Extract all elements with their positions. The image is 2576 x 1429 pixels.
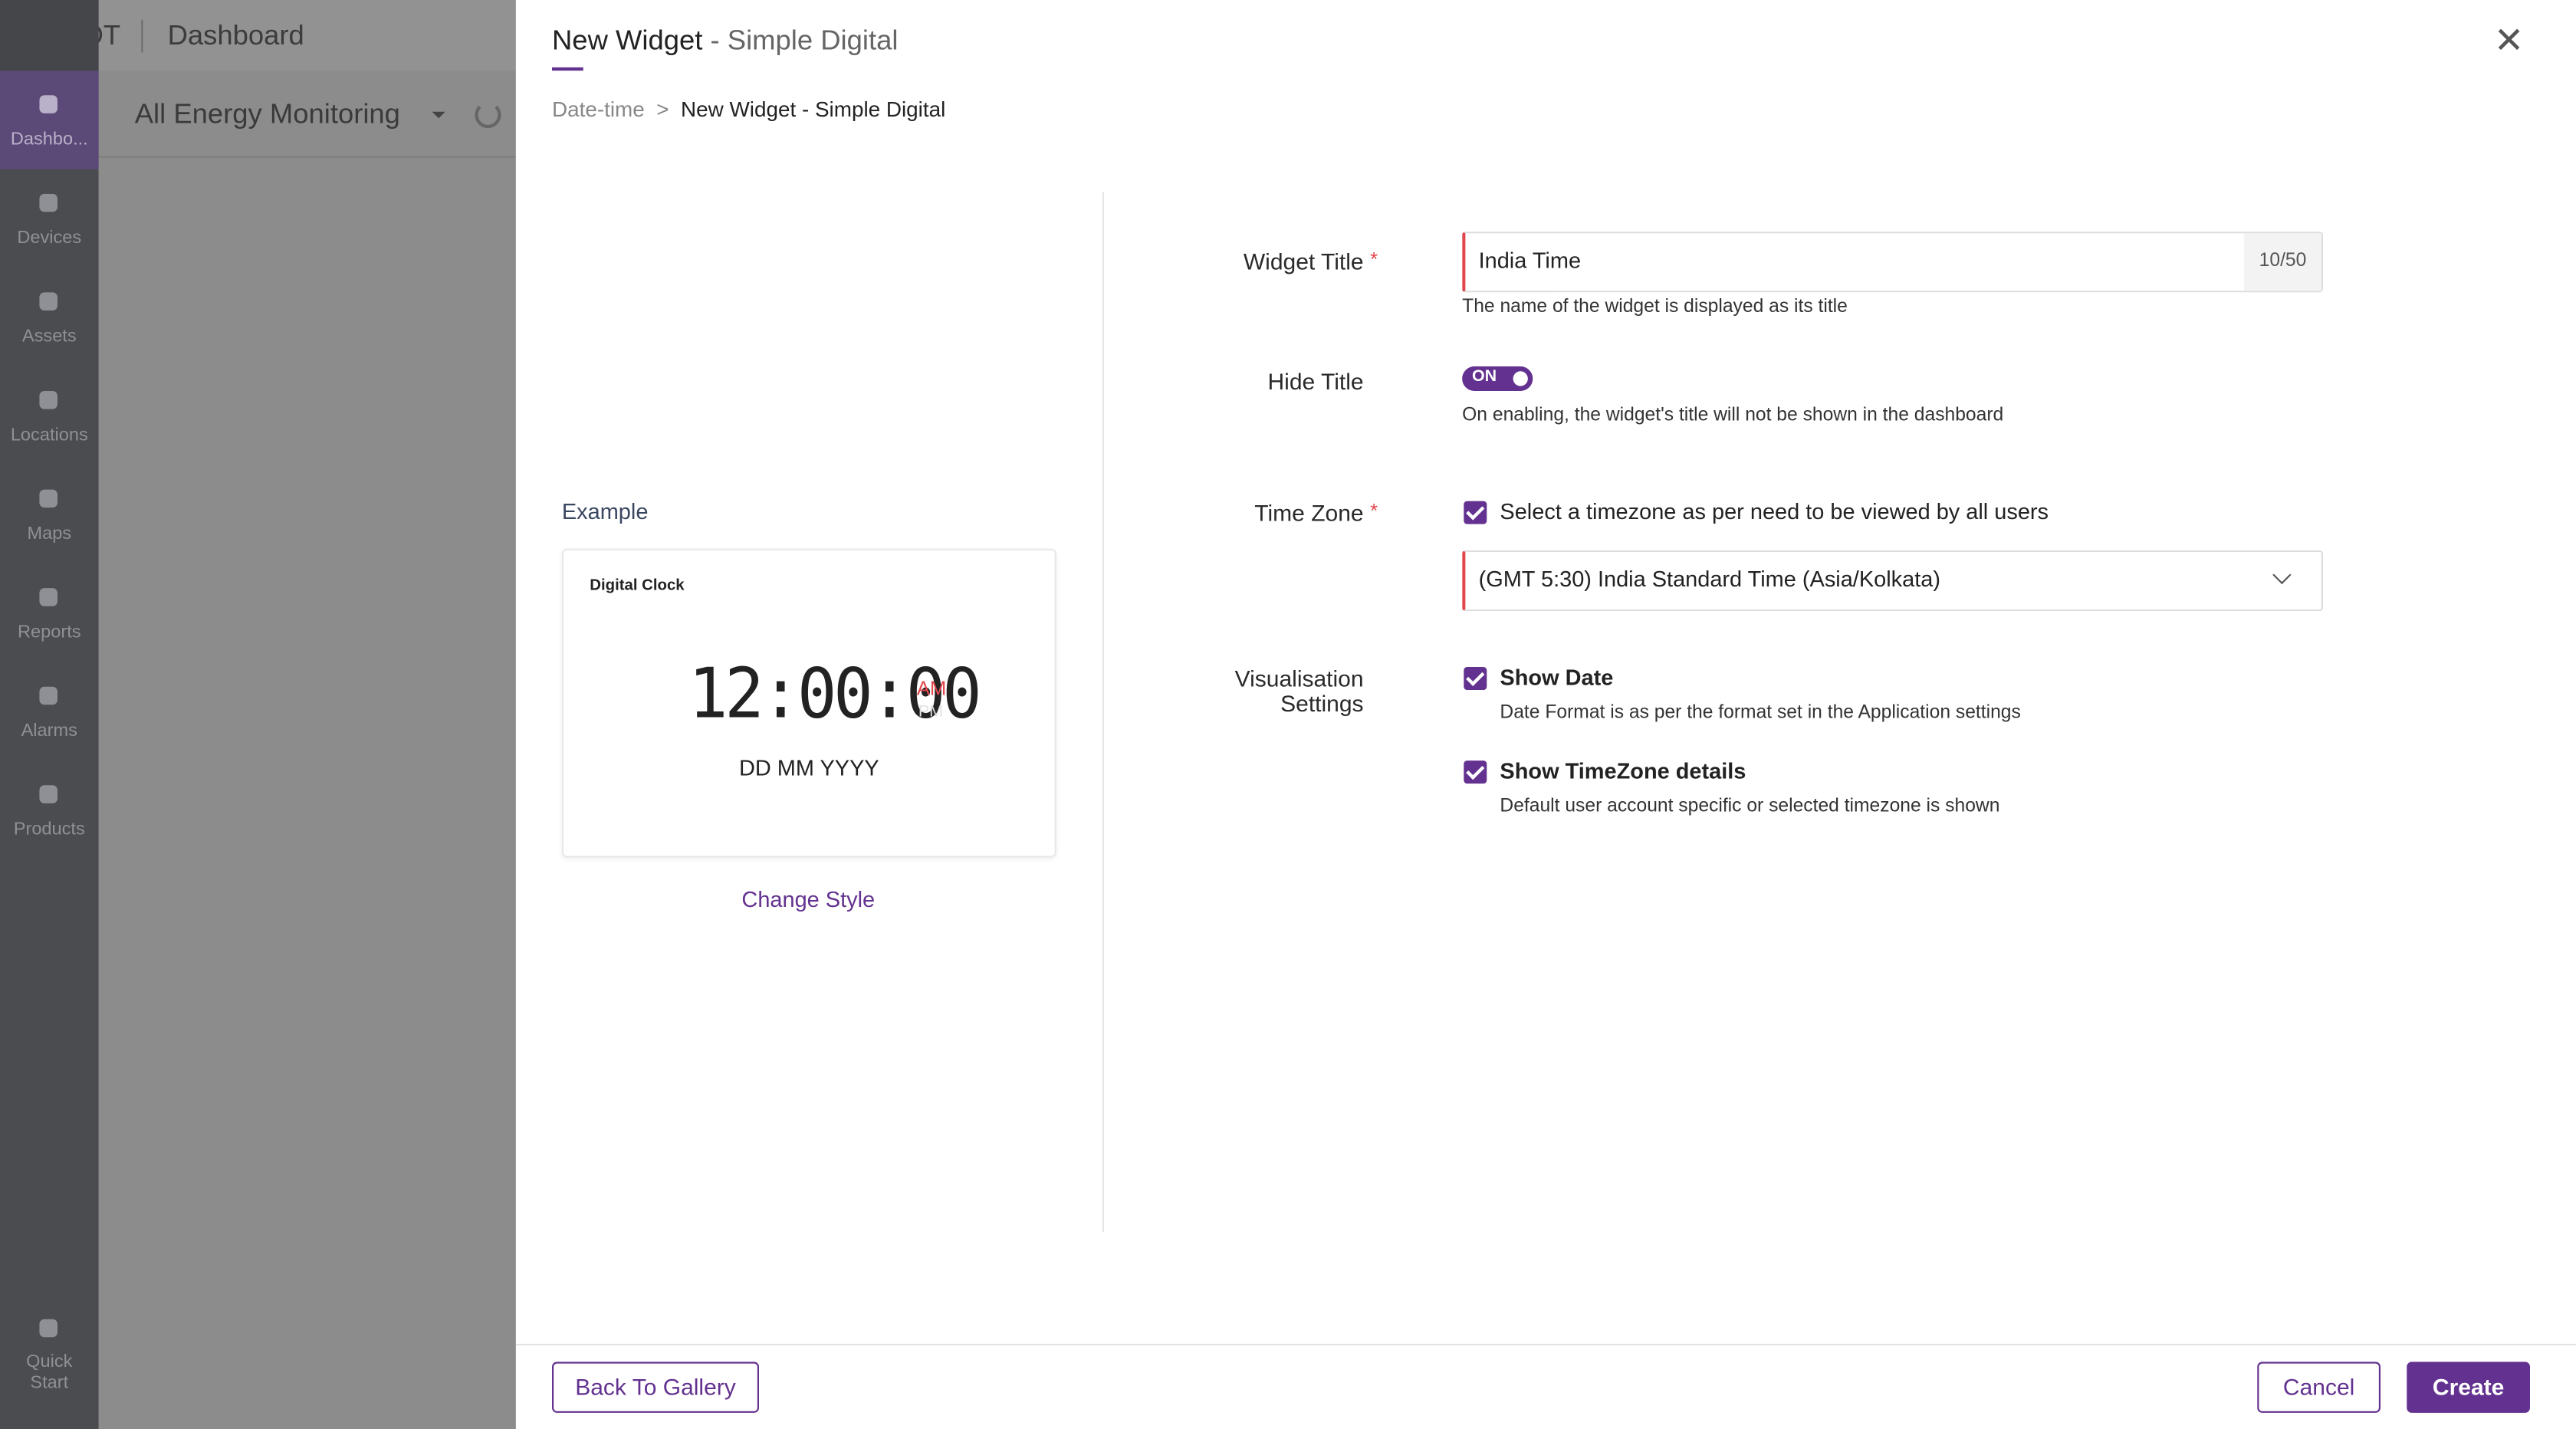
help-text: On enabling, the widget's title will not…	[1462, 406, 2004, 425]
top-bar	[98, 0, 516, 71]
field-label: Settings	[1280, 690, 1364, 717]
required: *	[1370, 499, 1378, 523]
nav-icon	[39, 588, 58, 606]
dashboard-name[interactable]: All Energy Monitoring	[134, 98, 400, 130]
sidebar: Dashbo... Devices Assets Locations Maps Repor…	[0, 0, 99, 1429]
logo-area	[0, 0, 99, 71]
crumb: New Widget - Simple Digital	[681, 97, 946, 122]
nav-label[interactable]: Dashbo...	[10, 130, 88, 149]
back-button[interactable]: Back To Gallery	[552, 1362, 759, 1413]
select-value: (GMT 5:30) India Standard Time (Asia/Kol…	[1478, 567, 1940, 592]
clock-date: DD MM YYYY	[738, 755, 879, 780]
card-title: Digital Clock	[590, 577, 685, 595]
crumb-sep: >	[656, 97, 669, 122]
change-style[interactable]: Change Style	[741, 887, 876, 912]
toggle-text: ON	[1472, 368, 1497, 386]
pm: PM	[918, 703, 943, 721]
field-label: Time Zone	[1254, 499, 1364, 526]
cancel-button[interactable]: Cancel	[2257, 1362, 2380, 1413]
toggle-knob	[1513, 371, 1528, 386]
clock-time: 12:00:00	[688, 655, 982, 735]
checkbox[interactable]	[1464, 760, 1487, 784]
nav-label[interactable]: Start	[30, 1373, 69, 1394]
checkbox-label: Show TimeZone details	[1500, 758, 1746, 784]
nav-label[interactable]: Products	[13, 820, 85, 839]
divider	[1102, 192, 1104, 1233]
nav-label[interactable]: Locations	[10, 425, 88, 445]
nav-label[interactable]: Reports	[18, 623, 81, 642]
nav-label[interactable]: Devices	[17, 228, 82, 248]
checkbox-label: Show Date	[1500, 665, 1614, 690]
am: AM	[916, 676, 947, 700]
checkbox[interactable]	[1464, 501, 1487, 524]
crumb[interactable]: Date-time	[552, 97, 645, 122]
create-button[interactable]: Create	[2407, 1362, 2530, 1413]
input-value: India Time	[1478, 248, 1582, 273]
nav-label[interactable]: Assets	[21, 327, 77, 347]
field-label: Widget Title	[1243, 248, 1364, 274]
example-card: Digital Clock 12:00:00 AM PM DD MM YYYY	[561, 548, 1056, 858]
example-label: Example	[561, 499, 649, 524]
nav-label[interactable]: Maps	[27, 524, 72, 544]
nav-icon	[39, 785, 58, 803]
checkbox[interactable]	[1464, 667, 1487, 690]
checkbox-label: Select a timezone as per need to be view…	[1500, 499, 2049, 524]
text-input[interactable]: India Time 10/50	[1462, 232, 2323, 293]
dropdown-caret	[432, 111, 445, 125]
nav-label[interactable]: Quick	[26, 1352, 73, 1372]
nav-icon	[39, 193, 58, 212]
counter: 10/50	[2244, 233, 2321, 291]
title-underline	[552, 67, 583, 71]
nav-icon	[39, 390, 58, 409]
select[interactable]: (GMT 5:30) India Standard Time (Asia/Kol…	[1462, 550, 2323, 612]
nav-label[interactable]: Alarms	[21, 721, 77, 741]
divider	[141, 19, 143, 53]
help-text: Date Format is as per the format set in …	[1500, 703, 2021, 723]
close[interactable]: ✕	[2493, 19, 2525, 61]
title: New Widget	[552, 25, 703, 56]
rule	[98, 156, 516, 158]
nav-icon	[39, 95, 58, 113]
nav-icon	[39, 292, 58, 310]
chevron	[2272, 565, 2292, 585]
nav-icon	[39, 489, 58, 508]
toggle[interactable]: ON	[1462, 366, 1533, 391]
modal-title: New Widget - Simple Digital	[552, 25, 898, 57]
footer-rule	[515, 1343, 2576, 1345]
field-label: Visualisation	[1234, 665, 1364, 692]
help-text: The name of the widget is displayed as i…	[1462, 297, 1848, 317]
section: Dashboard	[167, 19, 304, 51]
breadcrumb: Date-time > New Widget - Simple Digital	[552, 97, 945, 121]
subtitle: - Simple Digital	[710, 25, 899, 56]
modal: New Widget - Simple Digital ✕ Date-time …	[515, 0, 2576, 1429]
refresh[interactable]	[475, 101, 501, 129]
field-label: Hide Title	[1267, 368, 1364, 395]
required: *	[1370, 248, 1378, 271]
nav-icon	[39, 1319, 58, 1338]
help-text: Default user account specific or selecte…	[1500, 797, 2000, 816]
nav-icon	[39, 686, 58, 705]
active-nav	[0, 71, 99, 169]
